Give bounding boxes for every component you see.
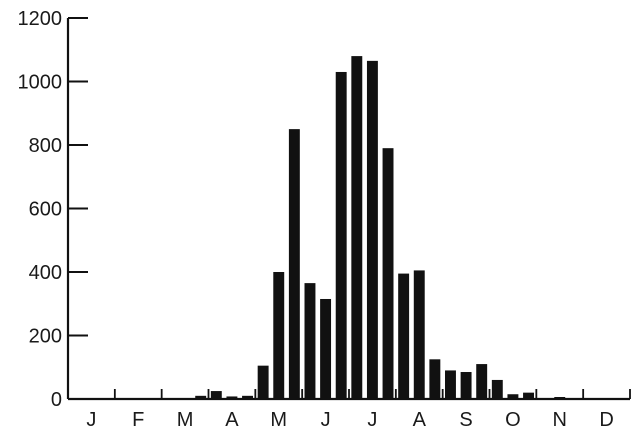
bar [445, 370, 456, 399]
y-tick-label: 1200 [18, 8, 63, 30]
x-tick-label: O [505, 409, 521, 431]
bar [491, 379, 503, 399]
x-tick-label: A [225, 409, 239, 431]
x-tick-label: J [321, 409, 331, 431]
bar [366, 60, 378, 400]
bar [554, 397, 566, 399]
y-tick-label: 800 [29, 135, 62, 157]
y-tick-label: 600 [29, 199, 62, 221]
bar [382, 148, 394, 399]
bar [257, 365, 269, 399]
bar [210, 391, 222, 399]
bar [273, 272, 285, 399]
bar [195, 395, 207, 399]
y-tick-label: 1000 [18, 72, 63, 94]
bar [460, 372, 472, 399]
bar [304, 283, 316, 399]
x-tick-label: S [459, 409, 472, 431]
x-tick-label: D [599, 409, 613, 431]
bar [507, 394, 519, 399]
y-tick-label: 400 [29, 262, 62, 284]
y-tick-label: 200 [29, 326, 62, 348]
x-tick-label: F [132, 409, 144, 431]
bar [429, 359, 441, 399]
y-tick-label: 0 [51, 389, 62, 411]
x-tick-label: N [553, 409, 567, 431]
x-tick-label: M [270, 409, 287, 431]
bars [195, 56, 566, 400]
bar [398, 273, 410, 399]
x-tick-label: J [367, 409, 377, 431]
y-axis: 0 200 400 600 800 1000 1200 [18, 8, 88, 411]
x-tick-label: M [177, 409, 194, 431]
bar [288, 129, 300, 399]
bar [335, 71, 347, 399]
bar [351, 56, 363, 399]
x-tick-label: J [86, 409, 96, 431]
bar [226, 396, 238, 399]
bar [320, 298, 332, 399]
bar [476, 364, 488, 399]
bar [242, 395, 253, 399]
x-tick-label: A [413, 409, 427, 431]
bar [413, 270, 425, 399]
bar [523, 392, 534, 399]
